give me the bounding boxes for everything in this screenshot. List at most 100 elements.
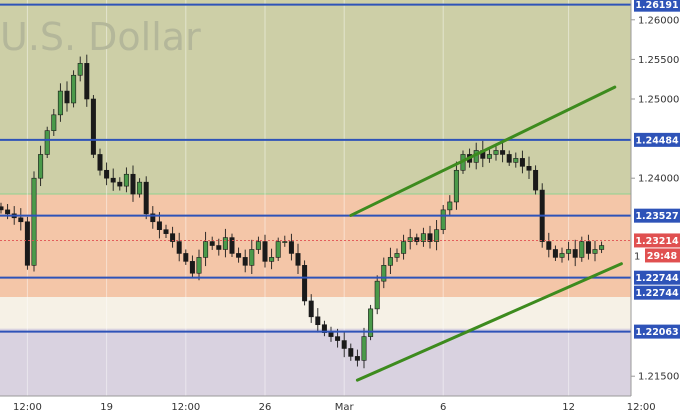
x-tick-label: 12:00 — [627, 402, 656, 413]
candle — [513, 152, 519, 168]
y-tick-label: 1.25500 — [638, 55, 679, 66]
candle — [64, 81, 70, 112]
candle — [506, 150, 512, 166]
candle — [110, 168, 116, 191]
price-zone-1 — [0, 194, 631, 297]
candle — [216, 238, 222, 256]
candle — [500, 141, 506, 163]
candle — [117, 177, 123, 191]
price-zone-2 — [0, 328, 631, 396]
candle — [526, 156, 532, 179]
candle — [275, 237, 281, 261]
candle — [387, 247, 393, 275]
time-axis-ticks: 12:00 19 12:00 26 Mar 6 12 12:00 — [13, 402, 656, 413]
candle — [519, 150, 525, 174]
candle — [255, 236, 261, 254]
vertical-gridlines — [26, 0, 642, 396]
time-axis-background — [0, 396, 680, 414]
price-zone-0 — [0, 0, 631, 195]
candle — [552, 245, 558, 261]
candle — [354, 349, 360, 367]
y-tick-label: 1.26000 — [638, 15, 679, 26]
level-badge-label: 1.22744 — [635, 288, 679, 299]
candle — [566, 241, 572, 261]
price-axis-ticks: 1.26000 1.25500 1.25000 1.24000 1.21500 — [631, 15, 679, 383]
level-badge-label: 1.24484 — [635, 135, 679, 146]
candle — [328, 326, 334, 342]
candle — [533, 165, 539, 195]
candle — [315, 308, 321, 333]
candle — [104, 162, 110, 186]
candle — [137, 178, 143, 198]
x-tick-label: Mar — [335, 402, 355, 413]
x-tick-label: 12:00 — [171, 402, 200, 413]
horizontal-levels[interactable] — [0, 3, 631, 333]
candle — [288, 233, 294, 261]
x-tick-label: 12:00 — [13, 402, 42, 413]
candle — [38, 145, 44, 187]
candle — [282, 235, 288, 247]
candle — [308, 294, 314, 323]
candle — [18, 208, 24, 231]
x-tick-label: 19 — [100, 402, 113, 413]
candle — [77, 56, 83, 82]
x-tick-label: 12 — [562, 402, 575, 413]
level-badge-4 — [634, 285, 680, 300]
candle — [183, 249, 189, 265]
candle — [414, 233, 420, 246]
candle — [341, 330, 347, 358]
level-badge-label: 1.22063 — [635, 327, 678, 338]
level-badge-2 — [634, 208, 680, 223]
candle — [374, 275, 380, 315]
candle — [123, 167, 129, 193]
candle — [407, 228, 413, 250]
candle — [599, 241, 605, 254]
current-price-prefix: 1 — [634, 251, 640, 262]
trend-line-1[interactable] — [355, 262, 623, 382]
candle — [420, 227, 426, 247]
price-zones — [0, 0, 631, 396]
candle — [209, 236, 215, 250]
candle — [559, 247, 565, 263]
candle — [427, 225, 433, 249]
candle — [203, 231, 209, 267]
level-badge-label: 1.22744 — [635, 273, 679, 284]
level-badge-label: 1.23527 — [635, 211, 678, 222]
candle — [249, 239, 255, 275]
y-tick-label: 1.21500 — [638, 372, 679, 383]
candle — [31, 171, 37, 272]
candle — [84, 54, 90, 107]
candle — [51, 108, 57, 136]
candle — [585, 234, 591, 260]
candle — [381, 257, 387, 289]
trend-line-0[interactable] — [349, 85, 617, 217]
candle — [394, 248, 400, 262]
candle — [150, 206, 156, 229]
level-badge-5 — [634, 324, 680, 339]
x-tick-label: 6 — [440, 402, 446, 413]
candle — [269, 248, 275, 270]
level-badges: 1.26191 1.24484 1.23527 1.22744 1.22744 1.220… — [634, 0, 680, 339]
level-badge-label: 1.26191 — [635, 0, 678, 11]
candle — [229, 233, 235, 258]
candle — [170, 226, 176, 248]
candle — [163, 224, 169, 239]
candle — [97, 148, 103, 176]
trend-lines[interactable] — [349, 85, 623, 382]
candle — [236, 247, 242, 263]
candle — [44, 126, 50, 159]
candle — [57, 83, 63, 122]
candle — [401, 234, 407, 260]
level-badge-1 — [634, 132, 680, 147]
level-badge-0 — [634, 0, 680, 12]
candle — [572, 239, 578, 267]
candle — [321, 320, 327, 337]
candle — [361, 327, 367, 369]
candle — [302, 260, 308, 306]
candle — [368, 304, 374, 341]
candle — [90, 95, 96, 159]
candle — [453, 161, 459, 210]
candle — [592, 240, 598, 262]
candle — [222, 228, 228, 258]
